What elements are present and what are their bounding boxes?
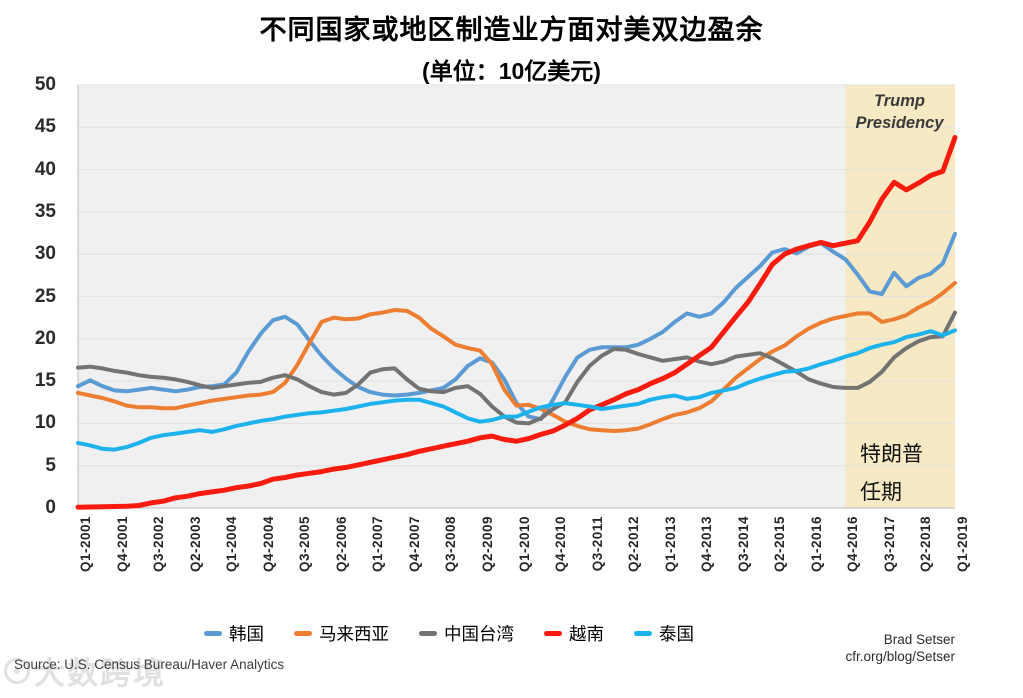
chart-subtitle: (单位：10亿美元) [422, 58, 601, 84]
x-tick-label: Q2-2015 [772, 516, 788, 573]
watermark-logo-icon [4, 657, 30, 684]
chart-title: 不同国家或地区制造业方面对美双边盈余 [259, 15, 764, 45]
x-tick-label: Q1-2019 [955, 516, 970, 573]
series-line-taiwan [76, 310, 957, 426]
y-tick-label: 20 [34, 327, 56, 349]
x-tick-label: Q4-2001 [114, 516, 130, 573]
x-tick-label: Q4-2007 [406, 516, 422, 573]
legend-item-vietnam: 越南 [544, 621, 604, 646]
trump-zh-line1: 特朗普 [860, 443, 923, 466]
x-tick-label: Q1-2007 [370, 516, 386, 573]
series-line-vietnam [75, 135, 958, 510]
legend-item-korea: 韩国 [204, 621, 264, 646]
y-tick-label: 15 [34, 370, 56, 392]
y-tick-label: 40 [34, 158, 56, 180]
x-tick-label: Q2-2006 [333, 516, 349, 573]
x-tick-label: Q2-2018 [918, 516, 934, 573]
legend-item-thailand: 泰国 [634, 621, 694, 646]
x-tick-label: Q1-2004 [224, 516, 240, 573]
x-tick-label: Q4-2013 [699, 516, 715, 573]
x-tick-label: Q4-2004 [260, 516, 276, 573]
trump-presidency-line1: Trump [873, 92, 926, 110]
x-tick-label: Q1-2001 [78, 516, 93, 573]
legend-swatch-korea [204, 631, 222, 636]
x-tick-label: Q3-2014 [735, 516, 751, 573]
legend-label-korea: 韩国 [229, 624, 264, 644]
x-tick-label: Q4-2010 [553, 516, 569, 573]
watermark-text: 大数跨境 [34, 656, 166, 691]
y-tick-label: 45 [34, 116, 56, 138]
source-note: Source: U.S. Census Bureau/Haver Analyti… [14, 657, 285, 672]
legend-label-thailand: 泰国 [659, 624, 694, 644]
x-tick-label: Q4-2016 [845, 516, 861, 573]
x-tick-label: Q2-2012 [626, 516, 642, 573]
y-tick-label: 10 [34, 412, 56, 434]
trump-presidency-annotation-zh: 特朗普 任期 [860, 436, 960, 512]
x-tick-label: Q1-2013 [662, 516, 678, 573]
legend-label-malaysia: 马来西亚 [319, 624, 389, 644]
legend-swatch-malaysia [294, 631, 312, 636]
legend-swatch-thailand [634, 631, 652, 636]
x-tick-label: Q1-2010 [516, 516, 532, 573]
trump-presidency-annotation: Trump Presidency [844, 90, 955, 134]
y-tick-label: 0 [45, 497, 56, 518]
x-tick-label: Q3-2002 [151, 516, 167, 573]
series-line-malaysia [76, 281, 957, 433]
author-url: cfr.org/blog/Setser [845, 649, 955, 664]
y-tick-label: 5 [45, 454, 56, 476]
legend-swatch-vietnam [544, 631, 562, 636]
trump-presidency-line2: Presidency [855, 114, 944, 132]
series-line-thailand [76, 328, 957, 452]
legend-swatch-taiwan [419, 631, 437, 636]
y-tick-label: 30 [34, 243, 56, 265]
x-tick-label: Q2-2003 [187, 516, 203, 573]
trump-zh-line2: 任期 [860, 481, 902, 504]
x-tick-label: Q3-2011 [589, 516, 605, 572]
x-tick-label: Q3-2017 [881, 516, 897, 573]
legend-item-taiwan: 中国台湾 [419, 621, 514, 646]
author-credit: Brad Setser cfr.org/blog/Setser [845, 631, 955, 665]
legend-label-taiwan: 中国台湾 [444, 624, 514, 644]
author-name: Brad Setser [883, 632, 955, 647]
x-tick-label: Q1-2016 [808, 516, 824, 573]
x-tick-label: Q3-2008 [443, 516, 459, 573]
y-tick-label: 50 [34, 74, 56, 95]
legend: 韩国 马来西亚 中国台湾 越南 泰国 [204, 621, 694, 646]
legend-item-malaysia: 马来西亚 [294, 621, 389, 646]
x-tick-label: Q2-2009 [479, 516, 495, 573]
y-tick-label: 25 [34, 285, 56, 307]
legend-label-vietnam: 越南 [569, 624, 604, 644]
watermark: 大数跨境 [4, 648, 166, 693]
x-tick-label: Q3-2005 [297, 516, 313, 573]
y-tick-label: 35 [34, 200, 56, 222]
